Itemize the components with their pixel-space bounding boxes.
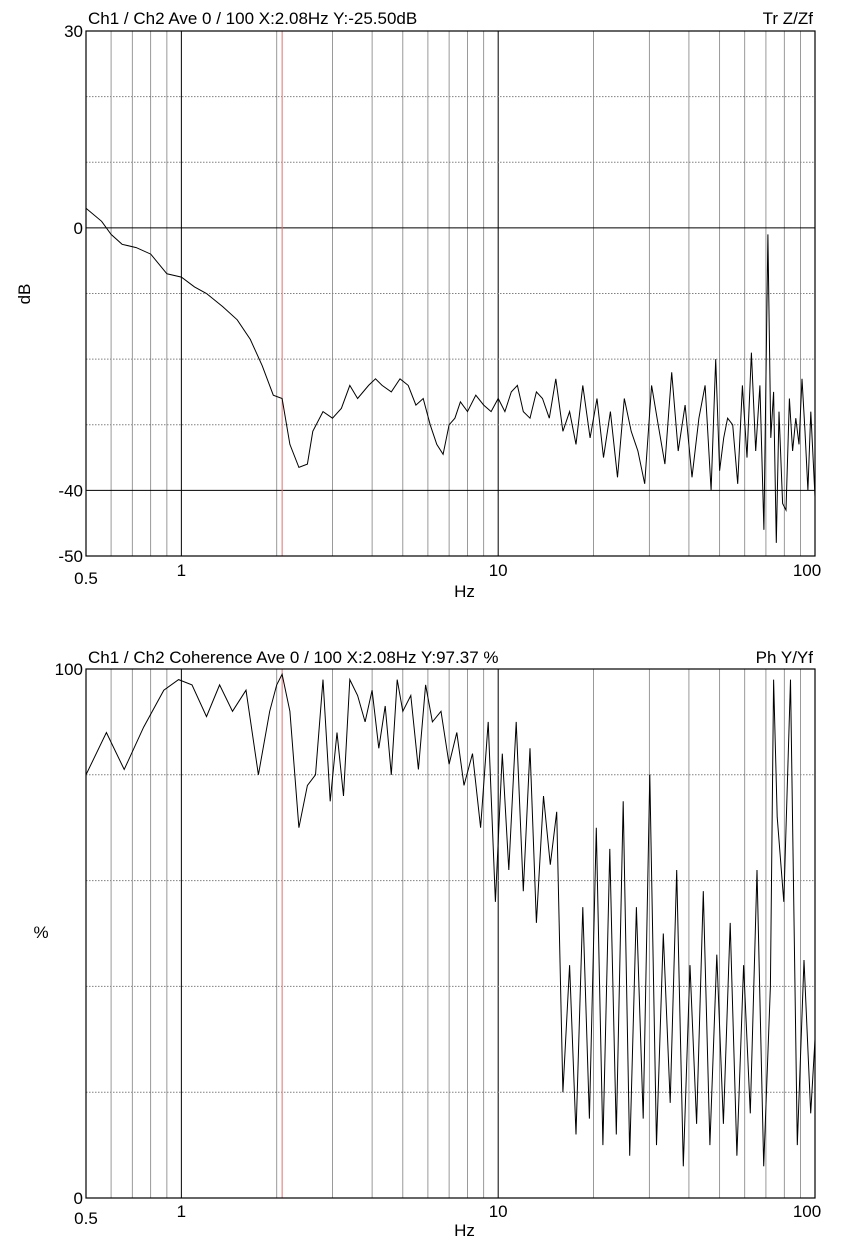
coherence-chart: Ch1 / Ch2 Coherence Ave 0 / 100 X:2.08Hz… <box>33 648 821 1240</box>
series-line <box>85 672 816 1167</box>
x-tick-label: 100 <box>793 1202 821 1221</box>
x-tick-label: 100 <box>793 561 821 580</box>
y-axis-label: % <box>33 923 48 942</box>
y-tick-label: 0 <box>74 1189 83 1208</box>
chart-header-right: Ph Y/Yf <box>756 648 814 667</box>
x-tick-label: 1 <box>177 561 186 580</box>
series-line <box>85 207 816 543</box>
x-tick-label: 10 <box>489 561 508 580</box>
x-tick-label: 1 <box>177 1202 186 1221</box>
grid <box>86 31 815 556</box>
y-tick-label: 100 <box>55 660 83 679</box>
transfer-function-chart: Ch1 / Ch2 Ave 0 / 100 X:2.08Hz Y:-25.50d… <box>15 9 821 601</box>
y-axis-label: dB <box>15 284 34 305</box>
y-tick-labels: 100 0 <box>55 660 83 1208</box>
y-tick-labels: 30 0 -40 -50 <box>58 22 83 566</box>
plot-frame <box>85 668 816 1199</box>
x-axis-label: Hz <box>454 1221 475 1240</box>
y-tick-label: 30 <box>64 22 83 41</box>
x-tick-labels: 0.5 1 10 100 <box>74 561 821 588</box>
y-tick-label: -40 <box>58 481 83 500</box>
x-tick-label: 0.5 <box>74 1209 98 1228</box>
x-axis-label: Hz <box>454 582 475 601</box>
x-tick-label: 0.5 <box>74 569 98 588</box>
chart-header: Ch1 / Ch2 Coherence Ave 0 / 100 X:2.08Hz… <box>88 648 498 667</box>
x-tick-labels: 0.5 1 10 100 <box>74 1202 821 1228</box>
chart-header-right: Tr Z/Zf <box>763 9 814 28</box>
chart-header: Ch1 / Ch2 Ave 0 / 100 X:2.08Hz Y:-25.50d… <box>88 9 417 28</box>
x-tick-label: 10 <box>489 1202 508 1221</box>
grid <box>86 669 815 1198</box>
y-tick-label: -50 <box>58 547 83 566</box>
y-tick-label: 0 <box>74 219 83 238</box>
